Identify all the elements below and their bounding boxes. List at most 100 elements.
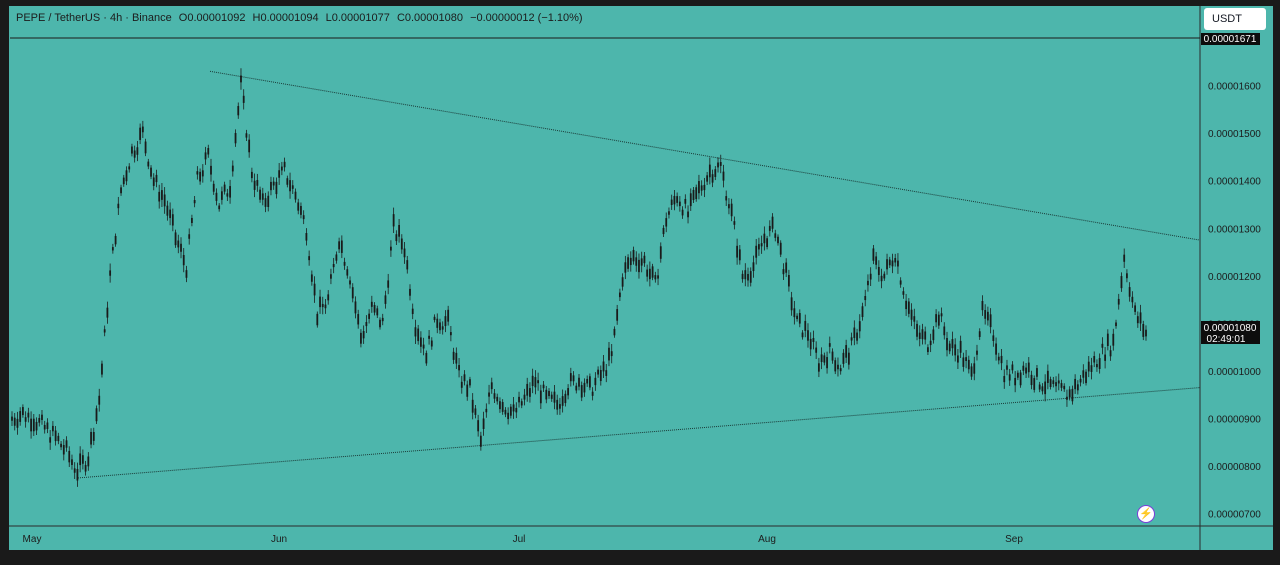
- candle-body: [22, 407, 24, 416]
- candle-body: [210, 165, 212, 175]
- candle-body: [820, 354, 823, 363]
- candle-body: [927, 347, 929, 353]
- candle-body: [499, 401, 501, 410]
- candle-body: [708, 164, 711, 178]
- y-tick-label: 0.00001200: [1208, 272, 1261, 283]
- candle-body: [95, 408, 98, 422]
- candle-body: [308, 256, 311, 261]
- candle-body: [583, 382, 586, 393]
- candle-body: [1027, 362, 1030, 373]
- candle-body: [1049, 379, 1052, 387]
- candle-body: [861, 306, 864, 318]
- candle-body: [177, 240, 180, 248]
- x-tick-label: Sep: [1005, 534, 1023, 545]
- candle-body: [1052, 380, 1055, 385]
- candle-body: [940, 313, 943, 317]
- candle-body: [869, 273, 872, 280]
- candle-body: [992, 335, 995, 341]
- candle-body: [624, 262, 627, 273]
- candle-body: [316, 313, 319, 326]
- candle-body: [793, 308, 796, 318]
- candle-body: [954, 344, 957, 356]
- candle-body: [681, 209, 684, 216]
- currency-selector-button[interactable]: USDT: [1204, 8, 1266, 30]
- candle-body: [346, 269, 349, 276]
- candle-body: [60, 443, 62, 448]
- candle-body: [449, 332, 452, 336]
- candle-body: [507, 412, 510, 420]
- candle-body: [264, 198, 267, 207]
- ohlc-legend: PEPE / TetherUS · 4h · Binance O0.000010…: [16, 12, 587, 24]
- change-value: −0.00000012 (−1.10%): [470, 12, 583, 24]
- lightning-icon[interactable]: ⚡: [1137, 505, 1155, 523]
- candle-body: [1014, 377, 1017, 386]
- candle-body: [133, 150, 136, 158]
- candle-body: [943, 326, 946, 336]
- candle-body: [1071, 388, 1074, 402]
- candle-body: [466, 384, 469, 397]
- candle-body: [989, 314, 992, 328]
- candle-body: [575, 385, 578, 391]
- candle-body: [935, 314, 938, 323]
- candle-body: [248, 139, 251, 153]
- candle-body: [373, 305, 376, 313]
- candle-body: [804, 320, 807, 331]
- candle-body: [71, 459, 73, 465]
- candle-body: [529, 388, 531, 397]
- candle-body: [57, 435, 60, 442]
- candle-body: [518, 396, 520, 403]
- candle-body: [760, 243, 763, 247]
- candle-body: [381, 317, 384, 322]
- candle-body: [392, 214, 395, 227]
- candle-body: [161, 190, 163, 200]
- candle-body: [959, 340, 962, 353]
- candle-body: [894, 258, 897, 263]
- candle-body: [946, 337, 948, 351]
- candle-body: [272, 181, 275, 186]
- candle-body: [782, 269, 785, 275]
- candle-body: [602, 361, 605, 372]
- high-price-value: 0.00001671: [1204, 34, 1257, 45]
- candle-body: [411, 308, 414, 315]
- candle-body: [1066, 396, 1068, 400]
- candle-body: [777, 236, 779, 244]
- candle-body: [357, 314, 360, 325]
- candle-body: [537, 380, 540, 384]
- candle-body: [1087, 361, 1090, 372]
- candle-body: [918, 332, 921, 339]
- candle-body: [261, 193, 264, 200]
- candle-body: [684, 198, 687, 204]
- candle-body: [1145, 329, 1147, 337]
- candle-body: [640, 258, 643, 266]
- candle-body: [51, 425, 54, 432]
- candle-body: [1090, 365, 1093, 372]
- last-price-tag: [1201, 321, 1260, 344]
- chart-frame[interactable]: [9, 6, 1273, 550]
- candle-body: [905, 300, 908, 310]
- candle-body: [493, 393, 496, 399]
- y-tick-label: 0.00000800: [1208, 462, 1261, 473]
- candle-body: [131, 146, 133, 154]
- candle-body: [613, 328, 616, 336]
- candle-body: [722, 171, 725, 181]
- candle-body: [1016, 372, 1019, 378]
- candle-body: [1036, 368, 1038, 377]
- candle-body: [542, 384, 545, 389]
- candle-body: [962, 357, 965, 367]
- y-tick-label: 0.00001400: [1208, 177, 1261, 188]
- candle-body: [651, 266, 654, 278]
- candle-body: [139, 127, 142, 140]
- candle-body: [35, 421, 38, 431]
- candle-body: [68, 450, 71, 463]
- candle-body: [867, 280, 869, 286]
- candle-body: [828, 343, 831, 347]
- candle-body: [1112, 333, 1115, 346]
- candle-body: [880, 275, 883, 282]
- candle-body: [1055, 382, 1057, 387]
- candle-body: [539, 390, 542, 404]
- y-tick-label: 0.00001600: [1208, 82, 1261, 93]
- symbol-label[interactable]: PEPE / TetherUS · 4h · Binance: [16, 12, 172, 24]
- candle-body: [755, 245, 758, 258]
- candle-body: [1076, 384, 1079, 391]
